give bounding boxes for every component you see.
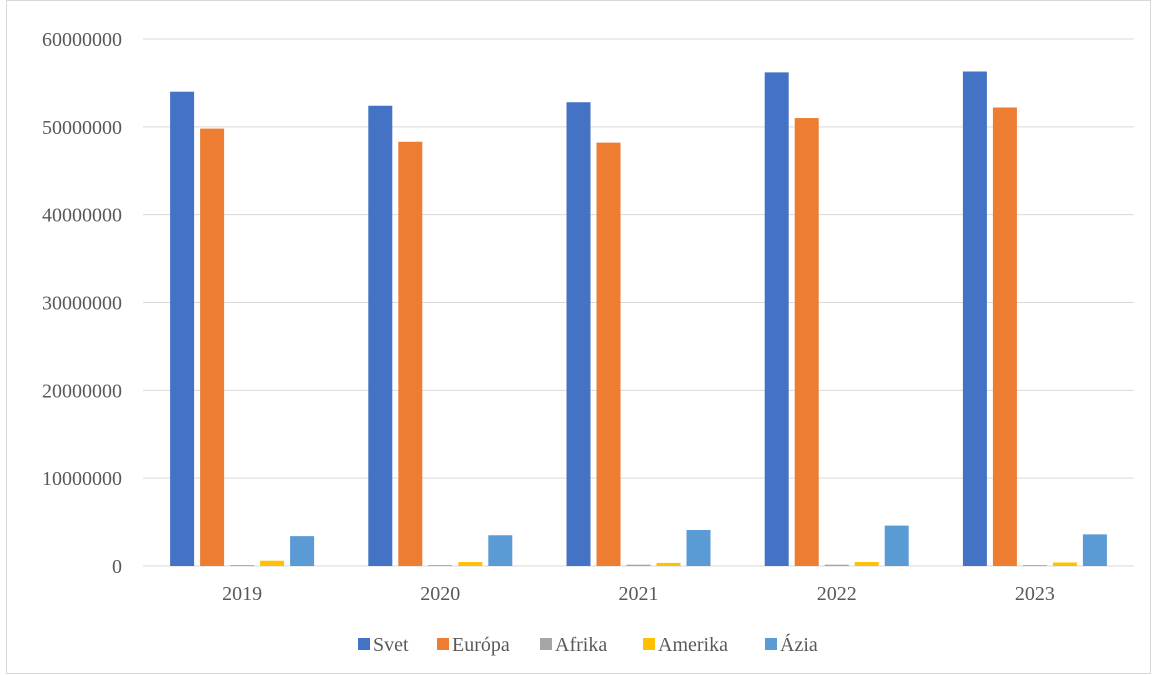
bar-afrika-2022 (824, 564, 849, 566)
bar-ázia-2020 (488, 535, 513, 566)
legend-swatch-ázia (765, 638, 777, 650)
legend-label-ázia: Ázia (780, 633, 818, 656)
x-tick-label: 2020 (420, 583, 460, 605)
bar-svet-2019 (170, 91, 195, 566)
legend-swatch-amerika (643, 638, 655, 650)
bar-afrika-2023 (1022, 565, 1047, 566)
y-tick-label: 50000000 (42, 117, 122, 139)
bar-európa-2023 (992, 107, 1017, 566)
y-axis-ticks: 0 10000000 20000000 30000000 40000000 5000000… (42, 29, 122, 578)
legend-swatch-svet (358, 638, 370, 650)
bar-amerika-2023 (1052, 562, 1077, 566)
bar-afrika-2019 (230, 565, 255, 566)
y-tick-label: 0 (112, 556, 122, 578)
bar-svet-2021 (566, 102, 591, 567)
y-tick-label: 10000000 (42, 468, 122, 490)
bar-afrika-2020 (428, 565, 453, 566)
legend-swatch-afrika (540, 638, 552, 650)
bar-európa-2022 (794, 118, 819, 567)
y-tick-label: 60000000 (42, 29, 122, 51)
bar-amerika-2022 (854, 562, 879, 566)
x-tick-label: 2023 (1015, 583, 1055, 605)
bar-európa-2019 (200, 128, 225, 566)
bar-afrika-2021 (626, 564, 651, 566)
y-tick-label: 40000000 (42, 205, 122, 227)
bar-európa-2020 (398, 141, 423, 566)
bar-amerika-2020 (458, 562, 483, 566)
x-tick-label: 2021 (619, 583, 659, 605)
legend-label-európa: Európa (452, 634, 510, 656)
y-tick-label: 20000000 (42, 380, 122, 402)
legend-swatch-európa (437, 638, 449, 650)
bar-ázia-2021 (686, 529, 711, 566)
y-tick-label: 30000000 (42, 293, 122, 315)
bar-svet-2022 (764, 72, 789, 567)
bar-ázia-2022 (884, 525, 909, 566)
legend-label-svet: Svet (373, 634, 409, 656)
bar-svet-2023 (962, 71, 987, 566)
legend-label-afrika: Afrika (555, 634, 607, 656)
x-tick-label: 2022 (817, 583, 857, 605)
x-tick-label: 2019 (222, 583, 262, 605)
bar-ázia-2019 (290, 536, 315, 566)
legend-label-amerika: Amerika (658, 634, 728, 656)
bar-európa-2021 (596, 142, 621, 567)
bar-amerika-2021 (656, 562, 681, 566)
bar-amerika-2019 (260, 560, 285, 566)
bars (170, 71, 1107, 567)
bar-svet-2020 (368, 105, 393, 567)
x-axis-ticks: 2019 2020 2021 2022 2023 (222, 583, 1055, 605)
bar-ázia-2023 (1082, 534, 1107, 566)
legend: Svet Európa Afrika Amerika Ázia (358, 633, 818, 656)
